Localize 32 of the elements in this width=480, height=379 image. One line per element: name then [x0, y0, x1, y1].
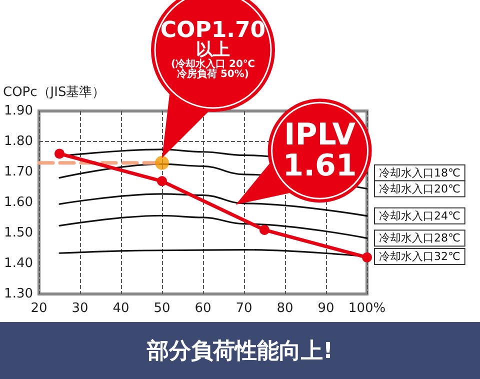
x-tick-label: 50 [154, 301, 170, 316]
x-tick-label: 70 [236, 301, 252, 316]
x-tick-label: 20 [30, 301, 48, 316]
x-tick-label: 60 [194, 301, 212, 316]
text: 部分負荷性能向上! [0, 322, 480, 379]
series-label: 冷却水入口18℃ [379, 166, 460, 180]
y-tick-label: 1.90 [4, 104, 33, 118]
series-label: 冷却水入口28℃ [379, 232, 460, 245]
x-tick-label: 80 [276, 301, 294, 316]
point [54, 148, 64, 159]
x-tick-label: 100% [348, 301, 386, 316]
x-tick-label: 30 [72, 301, 88, 316]
point [155, 156, 169, 170]
line-series [58, 214, 368, 239]
point [260, 224, 270, 235]
point [362, 252, 372, 262]
y-tick-label: 1.60 [4, 195, 33, 210]
y-axis-title: COPc（JIS基準） [3, 85, 106, 100]
series-label: 冷却水入口20℃ [379, 182, 460, 196]
x-tick-label: 90 [318, 301, 334, 316]
y-tick-label: 1.40 [4, 256, 33, 271]
x-tick-label: 40 [112, 301, 130, 316]
text: COP1.70 以上 (冷却水入口 20℃ 冷房負荷 50%) [160, 18, 266, 81]
point [157, 176, 167, 186]
line-series [58, 193, 368, 217]
y-tick-label: 1.70 [4, 164, 33, 180]
y-tick-label: 1.80 [4, 134, 33, 149]
y-tick-label: 1.50 [4, 226, 33, 240]
series-label: 冷却水入口24℃ [379, 209, 460, 222]
series-label: 冷却水入口32℃ [379, 250, 460, 263]
y-tick-label: 1.30 [4, 286, 33, 302]
annotation: IPLV 1.61 [282, 117, 357, 184]
